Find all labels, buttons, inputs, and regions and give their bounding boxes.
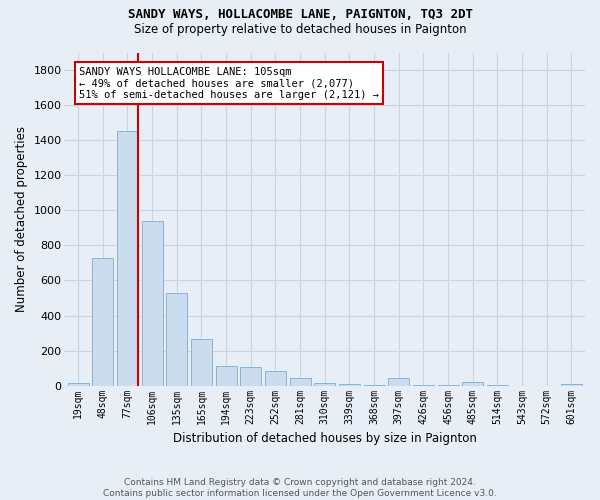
Bar — [117, 132, 138, 386]
Bar — [191, 339, 212, 386]
Bar — [265, 370, 286, 386]
Bar — [413, 385, 434, 386]
Text: Size of property relative to detached houses in Paignton: Size of property relative to detached ho… — [134, 22, 466, 36]
Text: SANDY WAYS, HOLLACOMBE LANE, PAIGNTON, TQ3 2DT: SANDY WAYS, HOLLACOMBE LANE, PAIGNTON, T… — [128, 8, 473, 20]
Bar — [290, 378, 311, 386]
Bar — [388, 378, 409, 386]
Bar — [364, 385, 385, 386]
Text: Contains HM Land Registry data © Crown copyright and database right 2024.
Contai: Contains HM Land Registry data © Crown c… — [103, 478, 497, 498]
Bar — [142, 221, 163, 386]
Bar — [92, 258, 113, 386]
Bar — [462, 382, 483, 386]
Bar — [166, 292, 187, 386]
Text: SANDY WAYS HOLLACOMBE LANE: 105sqm
← 49% of detached houses are smaller (2,077)
: SANDY WAYS HOLLACOMBE LANE: 105sqm ← 49%… — [79, 66, 379, 100]
Y-axis label: Number of detached properties: Number of detached properties — [15, 126, 28, 312]
Bar — [68, 383, 89, 386]
Bar — [215, 366, 236, 386]
Bar — [314, 383, 335, 386]
Bar — [240, 367, 261, 386]
X-axis label: Distribution of detached houses by size in Paignton: Distribution of detached houses by size … — [173, 432, 476, 445]
Bar — [339, 384, 360, 386]
Bar — [561, 384, 582, 386]
